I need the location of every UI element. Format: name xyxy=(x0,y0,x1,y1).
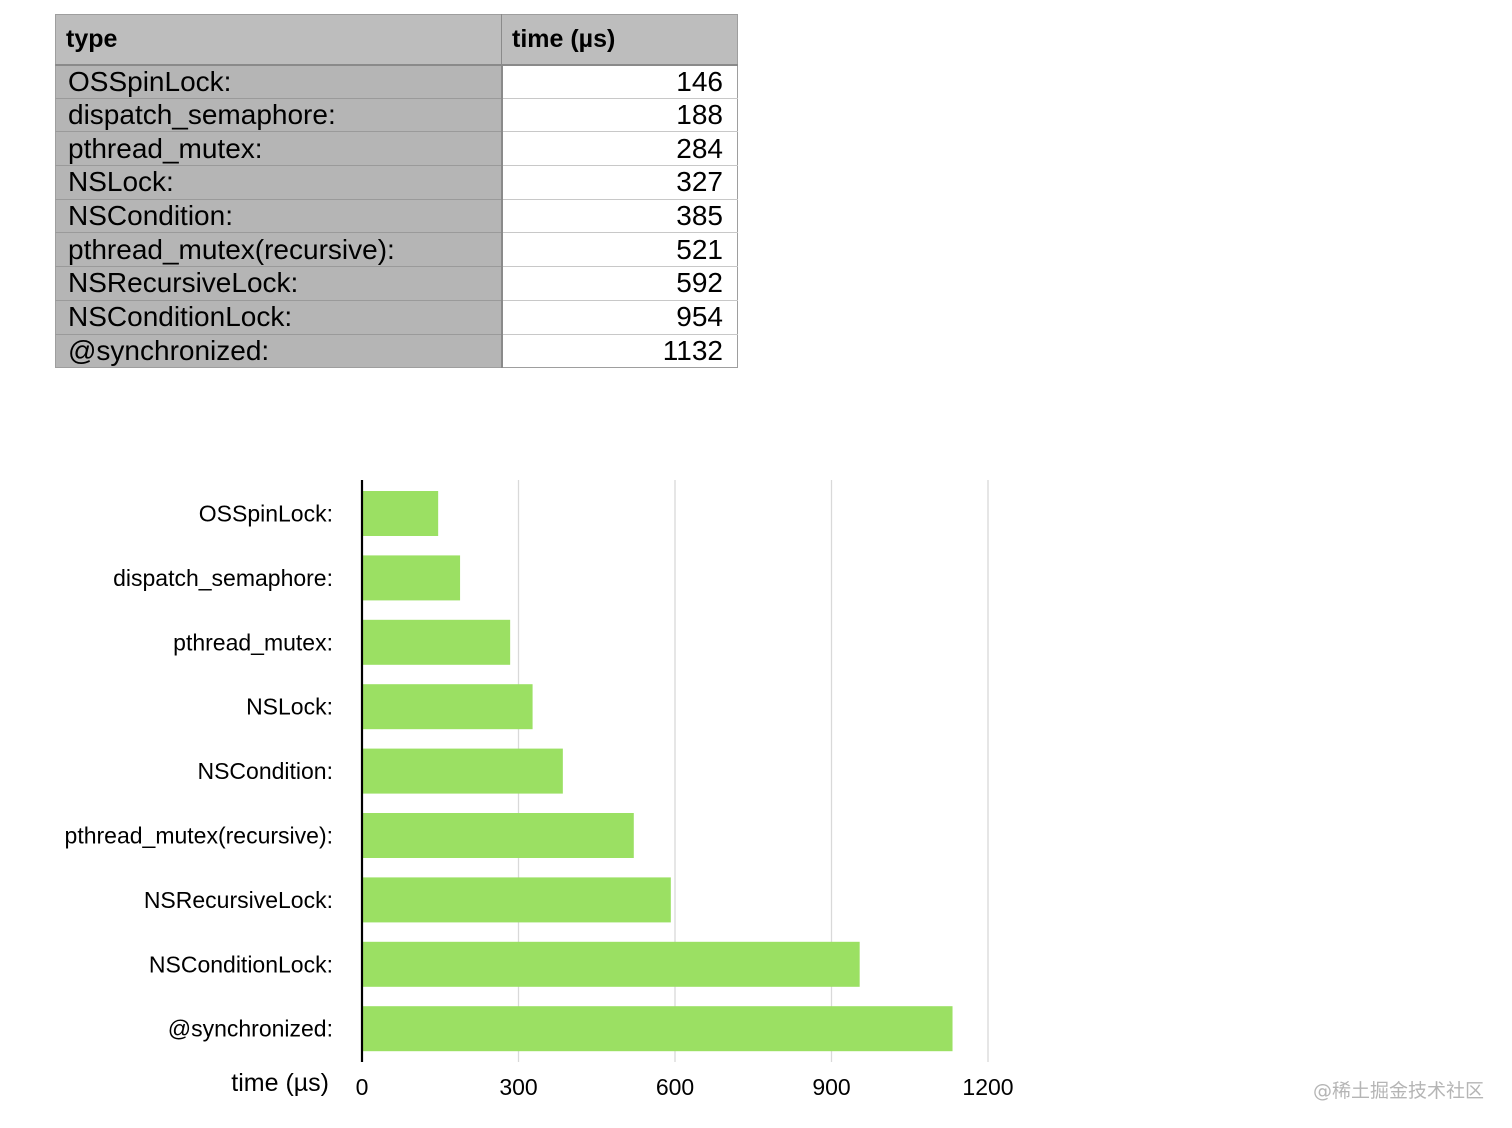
bar xyxy=(363,941,860,987)
table-cell-type: pthread_mutex(recursive): xyxy=(55,232,503,268)
table-cell-time: 1132 xyxy=(501,334,738,369)
table-row: NSRecursiveLock: 592 xyxy=(55,266,738,301)
table-cell-type: pthread_mutex: xyxy=(55,131,503,167)
table-row: NSCondition: 385 xyxy=(55,199,738,234)
table-row: NSLock: 327 xyxy=(55,165,738,200)
x-tick-label: 900 xyxy=(812,1074,850,1100)
category-label: @synchronized: xyxy=(168,1016,333,1042)
table-cell-time: 327 xyxy=(501,165,738,200)
bar xyxy=(363,748,563,794)
x-tick-label: 0 xyxy=(356,1074,369,1100)
table-row: dispatch_semaphore: 188 xyxy=(55,98,738,133)
bar xyxy=(363,555,461,601)
category-label: OSSpinLock: xyxy=(199,501,333,527)
bar xyxy=(363,1006,953,1052)
timing-table: type time (µs) OSSpinLock: 146 dispatch_se… xyxy=(55,14,738,369)
table-cell-type: NSLock: xyxy=(55,165,503,200)
table-row: pthread_mutex: 284 xyxy=(55,131,738,167)
bar xyxy=(363,813,634,858)
bar xyxy=(363,684,533,730)
category-label: pthread_mutex(recursive): xyxy=(65,823,333,849)
table-row: OSSpinLock: 146 xyxy=(55,64,738,99)
x-tick-label: 300 xyxy=(499,1074,537,1100)
table-cell-type: NSCondition: xyxy=(55,199,503,234)
table-cell-type: @synchronized: xyxy=(55,334,503,369)
category-label: dispatch_semaphore: xyxy=(113,565,333,591)
category-label: pthread_mutex: xyxy=(173,629,333,655)
table-cell-time: 521 xyxy=(501,232,738,268)
table-cell-type: dispatch_semaphore: xyxy=(55,98,503,133)
table-row: @synchronized: 1132 xyxy=(55,334,738,369)
table-cell-time: 592 xyxy=(501,266,738,301)
category-label: NSLock: xyxy=(246,694,333,720)
table-cell-time: 146 xyxy=(501,64,738,99)
x-tick-label: 1200 xyxy=(962,1074,1013,1100)
watermark-text: @稀土掘金技术社区 xyxy=(1312,1080,1484,1102)
x-tick-label: 600 xyxy=(656,1074,694,1100)
category-label: NSConditionLock: xyxy=(149,951,333,977)
header-type: type xyxy=(55,14,502,66)
table-cell-type: NSConditionLock: xyxy=(55,300,503,335)
table-cell-time: 954 xyxy=(501,300,738,335)
bar xyxy=(363,877,671,923)
table-row: pthread_mutex(recursive): 521 xyxy=(55,232,738,268)
table-cell-type: OSSpinLock: xyxy=(55,64,503,99)
table-cell-type: NSRecursiveLock: xyxy=(55,266,503,301)
category-label: NSRecursiveLock: xyxy=(144,887,333,913)
x-axis-title: time (µs) xyxy=(231,1069,329,1097)
bar xyxy=(363,491,439,536)
header-time: time (µs) xyxy=(501,14,738,66)
table-row: NSConditionLock: 954 xyxy=(55,300,738,335)
category-label: NSCondition: xyxy=(197,758,333,784)
bar xyxy=(363,619,511,665)
table-cell-time: 284 xyxy=(501,131,738,167)
table-header-row: type time (µs) xyxy=(55,14,738,66)
table-cell-time: 188 xyxy=(501,98,738,133)
table-cell-time: 385 xyxy=(501,199,738,234)
